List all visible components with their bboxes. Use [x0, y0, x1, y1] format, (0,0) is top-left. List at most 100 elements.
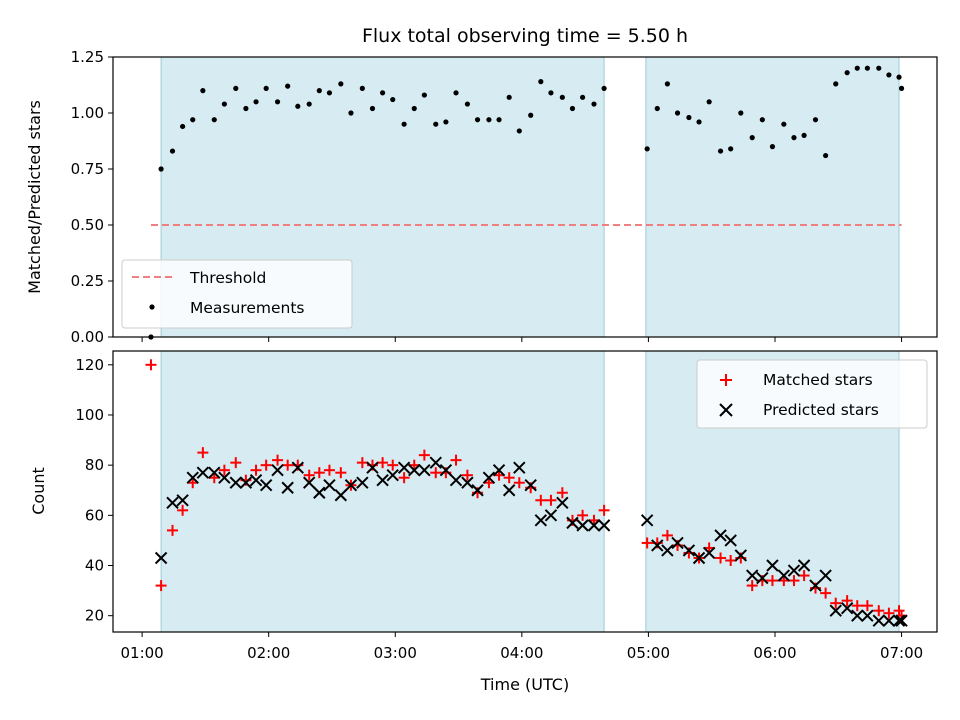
matched-star-point — [461, 469, 473, 481]
matched-star-point — [830, 597, 842, 609]
measurement-point — [253, 99, 259, 105]
measurement-point — [380, 90, 386, 96]
measurement-point — [221, 101, 227, 107]
top-y-tick-label: 0.25 — [71, 272, 104, 290]
measurement-point — [326, 90, 333, 96]
predicted-star-point — [418, 463, 431, 477]
measurement-point — [316, 88, 322, 94]
predicted-star-point — [323, 479, 336, 492]
measurement-point — [169, 148, 176, 154]
measurement-point — [569, 105, 576, 112]
predicted-star-point — [829, 604, 842, 617]
matched-star-point — [513, 477, 525, 489]
predicted-star-point — [692, 551, 706, 565]
bottom-y-tick-label: 20 — [85, 607, 104, 625]
measurement-point — [823, 152, 829, 159]
measurement-point — [579, 94, 586, 100]
measurement-point — [233, 85, 239, 91]
matched-star-point — [577, 509, 589, 521]
measurement-point — [548, 90, 554, 96]
predicted-star-point — [671, 536, 684, 550]
predicted-star-point — [702, 546, 716, 560]
matched-star-point — [725, 554, 737, 566]
predicted-star-point — [439, 463, 453, 477]
predicted-star-point — [840, 601, 854, 615]
measurement-point — [263, 85, 269, 91]
predicted-star-point — [524, 479, 537, 492]
measurement-point — [559, 94, 565, 100]
measurement-point — [200, 88, 206, 94]
matched-star-point — [166, 524, 178, 536]
predicted-star-point — [376, 474, 389, 487]
predicted-star-point — [734, 549, 748, 562]
matched-star-point — [766, 575, 778, 587]
measurement-point — [295, 103, 301, 109]
predicted-star-point — [861, 609, 874, 622]
matched-star-point — [820, 587, 832, 599]
predicted-star-point — [461, 476, 474, 489]
measurement-point — [706, 99, 712, 105]
top-y-tick-label: 0.00 — [71, 328, 104, 346]
predicted-star-point — [386, 468, 399, 482]
measurement-point — [464, 101, 471, 107]
matched-star-point — [503, 472, 515, 484]
top-y-axis-label: Matched/Predicted stars — [25, 100, 44, 294]
predicted-star-point — [556, 496, 569, 509]
matched-star-point — [335, 467, 347, 479]
measurement-point — [401, 121, 407, 127]
predicted-star-point — [259, 479, 273, 492]
bottom-y-tick-label: 40 — [85, 557, 104, 575]
predicted-star-point — [851, 609, 864, 622]
measurement-point — [443, 119, 449, 125]
matched-star-point — [418, 449, 430, 461]
predicted-star-point — [787, 564, 801, 577]
bottom-y-axis-label: Count — [29, 467, 48, 515]
predicted-star-point — [597, 519, 611, 532]
predicted-star-point — [797, 559, 811, 572]
measurement-point — [664, 81, 670, 87]
measurement-point — [359, 85, 365, 91]
predicted-star-point — [895, 614, 908, 627]
predicted-star-point — [502, 484, 516, 497]
top-y-tick-label: 0.50 — [71, 216, 104, 234]
predicted-star-point — [166, 496, 179, 509]
predicted-star-point — [745, 569, 759, 582]
matched-star-point — [272, 454, 284, 466]
measurement-point — [274, 99, 281, 105]
predicted-star-point — [334, 489, 348, 502]
measurement-point — [854, 65, 860, 71]
predicted-star-point — [471, 484, 484, 497]
measurement-point — [781, 121, 787, 127]
measurement-point — [896, 74, 902, 80]
predicted-star-point — [208, 466, 221, 479]
chart-title: Flux total observing time = 5.50 h — [362, 25, 688, 47]
measurement-point — [180, 123, 186, 130]
measurement-point — [591, 101, 597, 107]
predicted-star-point — [756, 571, 769, 585]
predicted-star-point — [271, 463, 284, 477]
predicted-star-point — [640, 514, 654, 527]
bottom-y-tick-label: 120 — [75, 356, 104, 374]
predicted-star-point — [186, 471, 199, 484]
measurement-point — [886, 72, 892, 78]
predicted-star-point — [344, 479, 358, 492]
top-y-tick-label: 1.25 — [71, 48, 104, 66]
x-tick-label: 04:00 — [500, 644, 543, 662]
predicted-star-point — [356, 476, 369, 489]
matched-star-point — [450, 454, 462, 466]
measurement-point — [474, 117, 481, 123]
bottom-panel: 20 40 60 80 100 120 01:00 02:00 03:00 04:00 05:00… — [29, 350, 938, 694]
measurement-point — [738, 110, 744, 116]
measurement-point — [516, 128, 522, 134]
predicted-star-point — [196, 466, 210, 479]
x-tick-label: 02:00 — [247, 644, 290, 662]
predicted-star-point — [397, 461, 411, 474]
measurement-point — [158, 166, 164, 172]
predicted-star-point — [766, 559, 779, 572]
measurement-point — [876, 65, 882, 71]
measurement-point — [453, 90, 459, 96]
x-tick-label: 01:00 — [120, 644, 163, 662]
measurement-point — [601, 85, 607, 91]
measurement-point — [528, 112, 534, 118]
legend-predicted-swatch — [719, 403, 733, 417]
